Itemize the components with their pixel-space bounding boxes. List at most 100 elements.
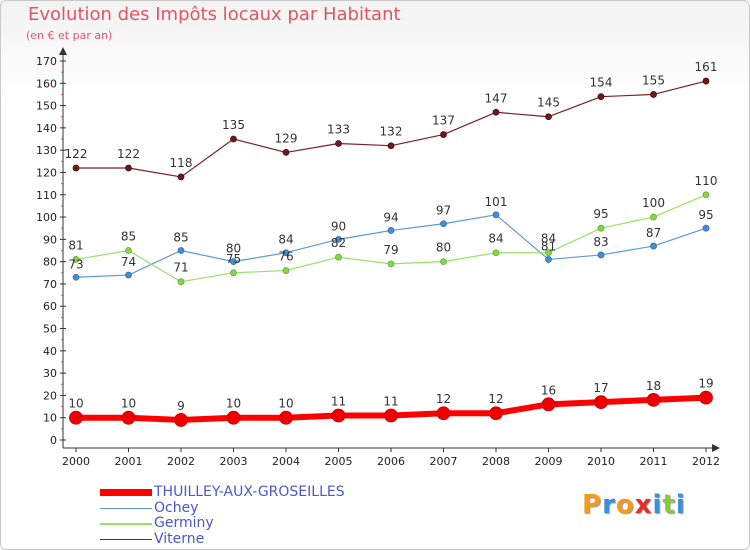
data-point-germiny (650, 213, 657, 221)
series-line-germiny (75, 194, 707, 283)
y-tick-label: 30 (43, 367, 57, 380)
legend-label: THUILLEY-AUX-GROSEILLES (154, 484, 345, 500)
data-point-viterne (177, 173, 185, 181)
data-point-germiny (440, 258, 447, 266)
data-label-ochey: 87 (646, 226, 661, 240)
data-point-germiny (387, 260, 395, 268)
data-label-ochey: 83 (593, 235, 608, 249)
data-point-ochey (387, 227, 395, 234)
data-point-germiny (545, 249, 552, 257)
data-point-ochey (440, 220, 447, 228)
data-point-thuilley-aux-groseilles (436, 406, 451, 421)
data-point-thuilley-aux-groseilles (226, 410, 241, 425)
data-label-thuilley-aux-groseilles: 10 (68, 397, 83, 411)
data-label-ochey: 74 (121, 255, 136, 269)
data-point-ochey (650, 242, 657, 250)
data-label-ochey: 81 (541, 239, 556, 253)
data-point-ochey (545, 256, 552, 263)
x-tick-label: 2011 (640, 455, 668, 468)
data-label-germiny: 81 (68, 238, 83, 252)
data-label-ochey: 95 (698, 208, 713, 222)
data-label-viterne: 147 (485, 91, 508, 105)
legend-label: Germiny (154, 515, 214, 531)
data-point-viterne (545, 113, 552, 121)
y-tick-label: 150 (36, 100, 57, 113)
data-point-germiny (492, 249, 500, 257)
data-point-germiny (335, 253, 342, 261)
data-label-germiny: 85 (121, 230, 136, 244)
y-tick-label: 50 (43, 323, 57, 336)
data-label-viterne: 145 (537, 96, 560, 110)
data-label-thuilley-aux-groseilles: 9 (177, 399, 185, 413)
x-tick-label: 2006 (377, 455, 405, 468)
data-label-germiny: 110 (695, 174, 718, 188)
data-point-thuilley-aux-groseilles (69, 410, 83, 425)
data-label-viterne: 132 (380, 125, 403, 139)
data-point-thuilley-aux-groseilles (699, 390, 713, 405)
data-point-ochey (702, 224, 710, 232)
data-point-thuilley-aux-groseilles (121, 410, 136, 425)
y-tick-label: 100 (36, 211, 57, 224)
data-point-thuilley-aux-groseilles (646, 392, 661, 407)
data-label-ochey: 84 (278, 233, 293, 247)
y-tick-label: 70 (43, 278, 57, 291)
x-tick-label: 2003 (220, 455, 248, 468)
data-point-thuilley-aux-groseilles (489, 406, 503, 421)
data-point-ochey (492, 211, 500, 219)
y-tick-label: 90 (43, 233, 57, 246)
data-point-viterne (597, 93, 605, 101)
data-label-viterne: 133 (327, 122, 350, 136)
data-point-viterne (230, 135, 237, 143)
data-point-viterne (335, 140, 342, 147)
data-point-germiny (282, 267, 290, 274)
data-point-viterne (387, 142, 395, 150)
data-label-thuilley-aux-groseilles: 11 (383, 394, 398, 408)
data-label-ochey: 94 (383, 210, 398, 224)
data-label-viterne: 137 (432, 114, 455, 128)
data-point-germiny (72, 256, 80, 263)
data-point-germiny (125, 247, 132, 254)
data-label-ochey: 90 (331, 219, 346, 233)
x-tick-label: 2001 (115, 455, 143, 468)
x-axis-arrow (712, 444, 720, 452)
data-point-germiny (177, 278, 185, 286)
data-label-germiny: 75 (226, 252, 241, 266)
data-point-viterne (282, 149, 290, 156)
data-label-viterne: 122 (65, 147, 88, 161)
legend-label: Ochey (154, 499, 199, 516)
proxiti-logo: Proxiti (582, 490, 686, 520)
data-label-thuilley-aux-groseilles: 12 (488, 392, 503, 406)
data-label-thuilley-aux-groseilles: 11 (331, 394, 346, 408)
data-label-ochey: 80 (226, 242, 241, 256)
data-label-thuilley-aux-groseilles: 16 (541, 383, 556, 397)
data-point-germiny (702, 191, 710, 199)
legend-swatch (100, 507, 152, 509)
x-tick-label: 2009 (535, 455, 563, 468)
y-tick-label: 60 (43, 300, 57, 313)
data-label-thuilley-aux-groseilles: 12 (436, 392, 451, 406)
data-label-germiny: 84 (488, 232, 503, 246)
data-point-viterne (72, 164, 80, 172)
data-point-ochey (177, 247, 185, 254)
x-tick-label: 2007 (430, 455, 458, 468)
x-tick-label: 2004 (272, 455, 300, 468)
y-tick-label: 20 (43, 389, 57, 402)
data-label-ochey: 85 (173, 231, 188, 245)
y-tick-label: 130 (36, 144, 57, 157)
data-point-viterne (492, 108, 500, 116)
data-point-thuilley-aux-groseilles (279, 410, 293, 425)
data-label-thuilley-aux-groseilles: 17 (593, 381, 608, 395)
y-tick-label: 110 (36, 189, 57, 202)
data-label-germiny: 100 (642, 196, 665, 210)
x-tick-label: 2000 (62, 455, 90, 468)
y-tick-label: 120 (36, 166, 57, 179)
data-label-viterne: 122 (117, 147, 140, 161)
data-point-ochey (597, 251, 605, 259)
data-label-viterne: 154 (590, 76, 613, 90)
y-tick-label: 40 (43, 345, 57, 358)
data-point-ochey (230, 258, 237, 266)
data-label-ochey: 101 (485, 195, 508, 209)
data-point-germiny (597, 224, 605, 232)
data-point-ochey (72, 273, 80, 281)
data-point-ochey (282, 249, 290, 257)
